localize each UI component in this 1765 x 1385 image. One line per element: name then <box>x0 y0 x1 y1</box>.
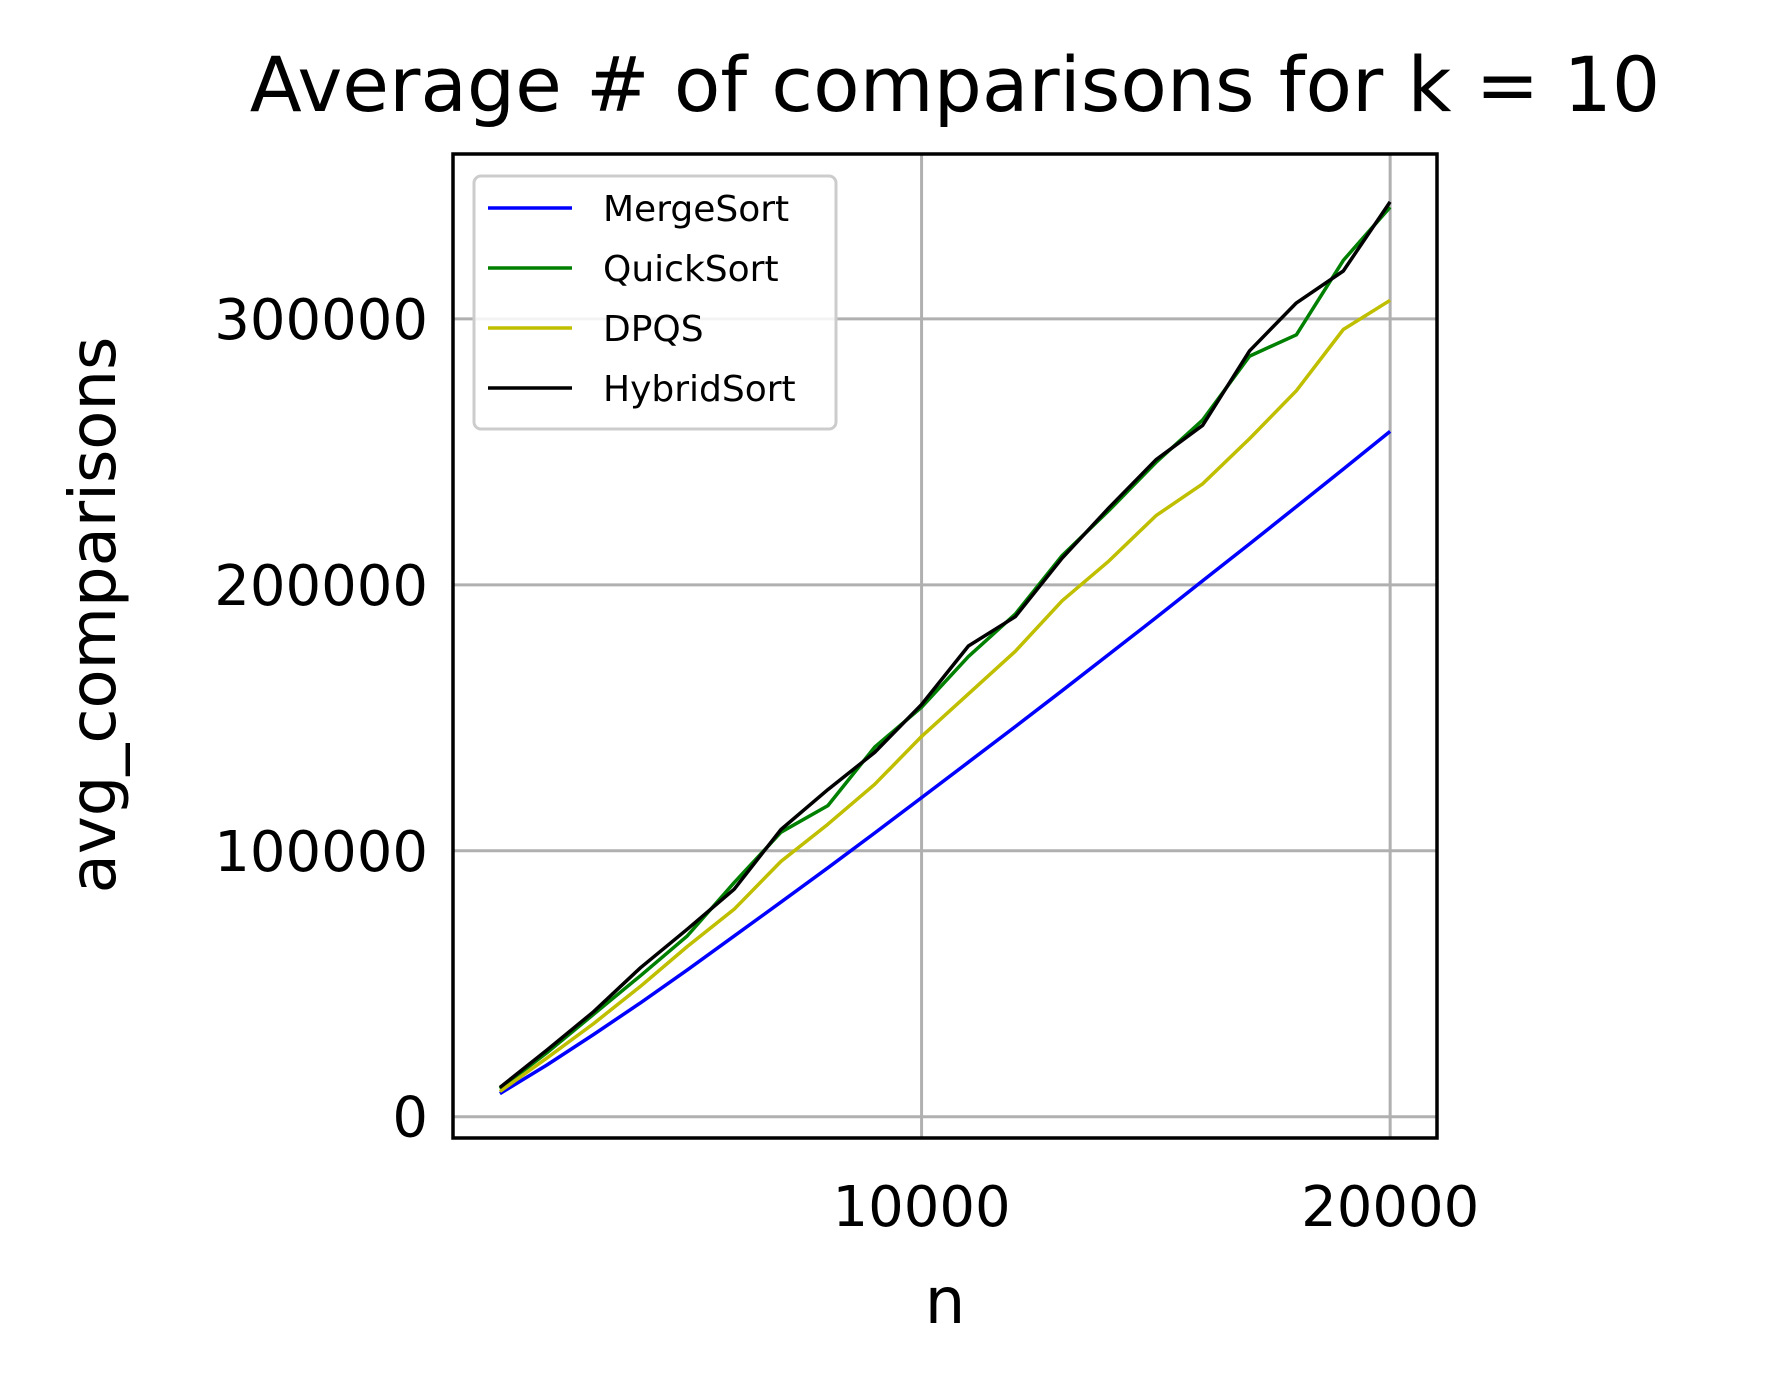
legend-label-dpqs: DPQS <box>603 309 704 350</box>
series-line-dpqs <box>498 298 1392 1093</box>
y-tick-label: 200000 <box>214 554 428 619</box>
y-tick-label: 100000 <box>214 820 428 885</box>
plot-area-frame <box>451 152 1439 1140</box>
x-tick-label: 10000 <box>832 1175 1010 1240</box>
series-line-hybridsort <box>498 200 1392 1089</box>
y-tick-label: 0 <box>392 1086 428 1151</box>
y-axis-label: avg_comparisons <box>57 337 131 894</box>
x-tick-label: 20000 <box>1301 1175 1479 1240</box>
series-line-quicksort <box>498 206 1392 1091</box>
legend: MergeSort QuickSort DPQS HybridSort <box>472 174 838 431</box>
legend-label-hybridsort: HybridSort <box>603 369 796 410</box>
y-tick-labels: 0 100000 200000 300000 <box>214 288 428 1151</box>
legend-box <box>472 174 838 431</box>
legend-label-quicksort: QuickSort <box>603 249 779 290</box>
grid <box>453 154 1437 1138</box>
series-line-mergesort <box>498 430 1392 1096</box>
legend-label-mergesort: MergeSort <box>603 189 789 230</box>
series-group <box>498 200 1392 1096</box>
chart-title: Average # of comparisons for k = 10 <box>250 40 1660 129</box>
y-tick-label: 300000 <box>214 288 428 353</box>
x-axis-label: n <box>925 1265 966 1339</box>
x-tick-labels: 10000 20000 <box>832 1175 1479 1240</box>
